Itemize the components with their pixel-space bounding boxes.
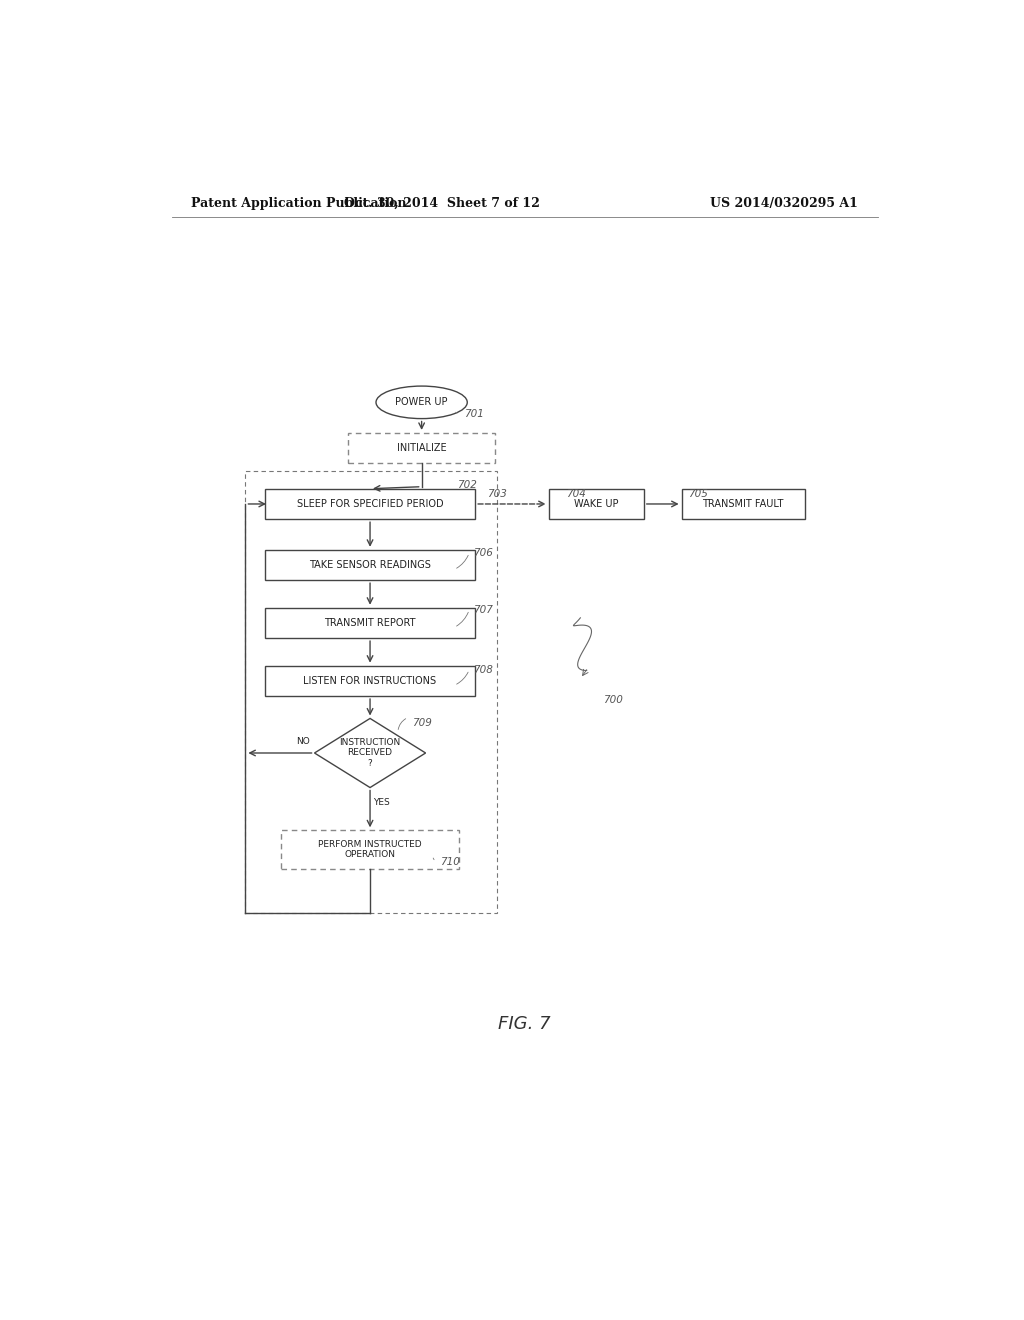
Text: 707: 707	[473, 605, 494, 615]
Text: INITIALIZE: INITIALIZE	[397, 444, 446, 453]
Text: POWER UP: POWER UP	[395, 397, 447, 408]
Text: Patent Application Publication: Patent Application Publication	[191, 197, 407, 210]
Text: Oct. 30, 2014  Sheet 7 of 12: Oct. 30, 2014 Sheet 7 of 12	[343, 197, 540, 210]
Text: SLEEP FOR SPECIFIED PERIOD: SLEEP FOR SPECIFIED PERIOD	[297, 499, 443, 510]
Text: 702: 702	[458, 479, 477, 490]
Text: WAKE UP: WAKE UP	[574, 499, 618, 510]
Text: FIG. 7: FIG. 7	[499, 1015, 551, 1034]
Text: 701: 701	[464, 408, 483, 418]
Text: NO: NO	[296, 737, 309, 746]
Text: TAKE SENSOR READINGS: TAKE SENSOR READINGS	[309, 560, 431, 570]
Text: TRANSMIT REPORT: TRANSMIT REPORT	[325, 618, 416, 628]
Text: INSTRUCTION
RECEIVED
?: INSTRUCTION RECEIVED ?	[339, 738, 400, 768]
Text: YES: YES	[374, 797, 390, 807]
Text: 708: 708	[473, 665, 494, 675]
Text: 704: 704	[566, 488, 586, 499]
Text: US 2014/0320295 A1: US 2014/0320295 A1	[711, 197, 858, 210]
Text: 705: 705	[688, 488, 709, 499]
Text: 703: 703	[486, 488, 507, 499]
Text: LISTEN FOR INSTRUCTIONS: LISTEN FOR INSTRUCTIONS	[303, 676, 436, 686]
Text: 709: 709	[412, 718, 432, 727]
Text: PERFORM INSTRUCTED
OPERATION: PERFORM INSTRUCTED OPERATION	[318, 840, 422, 859]
Text: TRANSMIT FAULT: TRANSMIT FAULT	[702, 499, 783, 510]
Text: 710: 710	[440, 857, 460, 867]
Text: 706: 706	[473, 548, 494, 558]
Text: 700: 700	[602, 696, 623, 705]
